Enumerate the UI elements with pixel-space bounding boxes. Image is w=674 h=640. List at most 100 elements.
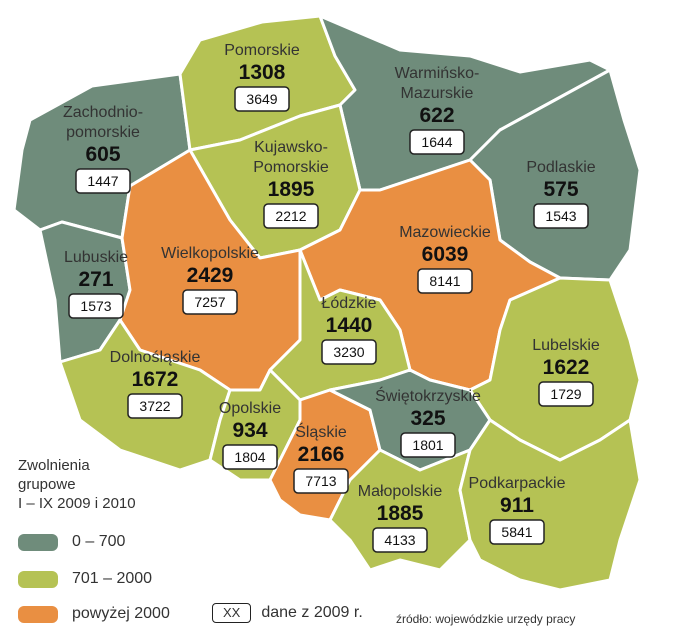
region-label-malopolskie: Małopolskie 1885 4133 (358, 483, 443, 553)
legend-item-high: powyżej 2000 (18, 605, 170, 623)
region-name: Pomorskie (224, 42, 300, 59)
region-prev-box (75, 168, 131, 194)
region-name: Dolnośląskie (110, 349, 201, 366)
region-prev-value: 2212 (275, 208, 306, 224)
region-value: 2166 (298, 443, 345, 466)
region-prev-box (68, 293, 124, 319)
region-label-pomorskie: Pomorskie 1308 3649 (224, 42, 300, 112)
region-podkarpackie (458, 418, 642, 592)
region-label-lodzkie: Łódzkie 1440 3230 (321, 295, 377, 365)
legend-swatch-mid (18, 570, 58, 588)
legend-xx-box: XX (212, 603, 252, 623)
region-label-swietokrzyskie: Świętokrzyskie 325 1801 (375, 386, 481, 458)
region-name-line2: Mazurskie (401, 85, 474, 102)
legend-item-mid: 701 – 2000 (18, 570, 152, 588)
region-prev-value: 7257 (194, 294, 225, 310)
region-label-slaskie: Śląskie 2166 7713 (293, 422, 349, 494)
region-prev-box (400, 432, 456, 458)
region-label-podkarpackie: Podkarpackie 911 5841 (469, 475, 566, 545)
region-value: 575 (543, 178, 578, 201)
region-prev-box (489, 519, 545, 545)
region-prev-value: 1804 (234, 449, 265, 465)
region-value: 1440 (326, 314, 373, 337)
legend-title-line1: Zwolnienia (18, 457, 90, 474)
region-prev-box (263, 203, 319, 229)
region-prev-box (127, 393, 183, 419)
legend-swatch-low (18, 533, 58, 551)
region-value: 605 (85, 143, 120, 166)
region-value: 1622 (543, 356, 590, 379)
region-name: Zachodnio- (63, 104, 143, 121)
region-prev-value: 7713 (305, 473, 336, 489)
region-value: 271 (78, 268, 113, 291)
region-label-zachodnio-pomorskie: Zachodnio-pomorskie 605 1447 (63, 104, 143, 194)
region-value: 1895 (268, 178, 315, 201)
region-value: 2429 (187, 264, 234, 287)
region-value: 934 (232, 419, 267, 442)
region-name: Lubelskie (532, 337, 600, 354)
region-prev-box (533, 203, 589, 229)
legend-label-low: 0 – 700 (72, 533, 126, 550)
region-prev-box (321, 339, 377, 365)
region-prev-box (222, 444, 278, 470)
region-prev-value: 3722 (139, 398, 170, 414)
legend-item-prev-year: XX dane z 2009 r. (212, 603, 363, 623)
legend-title-line2: grupowe (18, 476, 76, 493)
region-value: 1672 (132, 368, 179, 391)
legend-label-mid: 701 – 2000 (72, 570, 153, 587)
region-prev-value: 8141 (429, 273, 460, 289)
region-label-lubelskie: Lubelskie 1622 1729 (532, 337, 600, 407)
legend-title-line3: I – IX 2009 i 2010 (18, 495, 136, 512)
region-label-lubuskie: Lubuskie 271 1573 (64, 249, 128, 319)
region-label-dolnoslaskie: Dolnośląskie 1672 3722 (110, 349, 201, 419)
region-value: 1308 (239, 61, 286, 84)
region-name: Kujawsko- (254, 139, 328, 156)
region-name: Świętokrzyskie (375, 386, 481, 405)
region-value: 911 (500, 494, 534, 517)
legend-label-high: powyżej 2000 (72, 605, 170, 622)
region-name-line2: pomorskie (66, 124, 140, 141)
region-label-kujawsko-pomorskie: Kujawsko- Pomorskie 1895 2212 (253, 139, 329, 229)
region-name: Warmińsko- (395, 65, 480, 82)
region-label-warminsko-mazurskie: Warmińsko- Mazurskie 622 1644 (395, 65, 480, 155)
region-value: 1885 (377, 502, 424, 525)
region-label-opolskie: Opolskie 934 1804 (219, 400, 281, 470)
region-prev-box (372, 527, 428, 553)
region-prev-box (182, 289, 238, 315)
legend-swatch-high (18, 605, 58, 623)
region-prev-box (538, 381, 594, 407)
region-name-line2: Pomorskie (253, 159, 329, 176)
region-prev-box (293, 468, 349, 494)
region-prev-box (409, 129, 465, 155)
region-name: Małopolskie (358, 483, 443, 500)
region-name: Mazowieckie (399, 224, 491, 241)
region-prev-box (417, 268, 473, 294)
region-value: 622 (419, 104, 454, 127)
region-prev-value: 1447 (87, 173, 118, 189)
region-prev-value: 1573 (80, 298, 111, 314)
region-prev-value: 3649 (246, 91, 277, 107)
region-name: Opolskie (219, 400, 281, 417)
region-label-mazowieckie: Mazowieckie 6039 8141 (399, 224, 491, 294)
region-prev-value: 1644 (421, 134, 452, 150)
region-value: 325 (410, 407, 445, 430)
region-prev-value: 3230 (333, 344, 364, 360)
region-prev-value: 1543 (545, 208, 576, 224)
region-prev-value: 1729 (550, 386, 581, 402)
legend: Zwolnienia grupowe I – IX 2009 i 2010 (18, 456, 218, 513)
region-prev-value: 1801 (412, 437, 443, 453)
region-name: Lubuskie (64, 249, 128, 266)
region-label-wielkopolskie: Wielkopolskie 2429 7257 (161, 245, 259, 315)
region-prev-value: 4133 (384, 532, 415, 548)
legend-item-low: 0 – 700 (18, 533, 125, 551)
region-label-podlaskie: Podlaskie 575 1543 (526, 159, 596, 229)
region-name: Łódzkie (321, 295, 376, 312)
region-name: Podlaskie (526, 159, 595, 176)
legend-title: Zwolnienia grupowe I – IX 2009 i 2010 (18, 456, 218, 513)
region-prev-box (234, 86, 290, 112)
region-prev-value: 5841 (501, 524, 532, 540)
region-name: Podkarpackie (469, 475, 566, 492)
region-malopolskie (328, 448, 472, 572)
region-name: Wielkopolskie (161, 245, 259, 262)
